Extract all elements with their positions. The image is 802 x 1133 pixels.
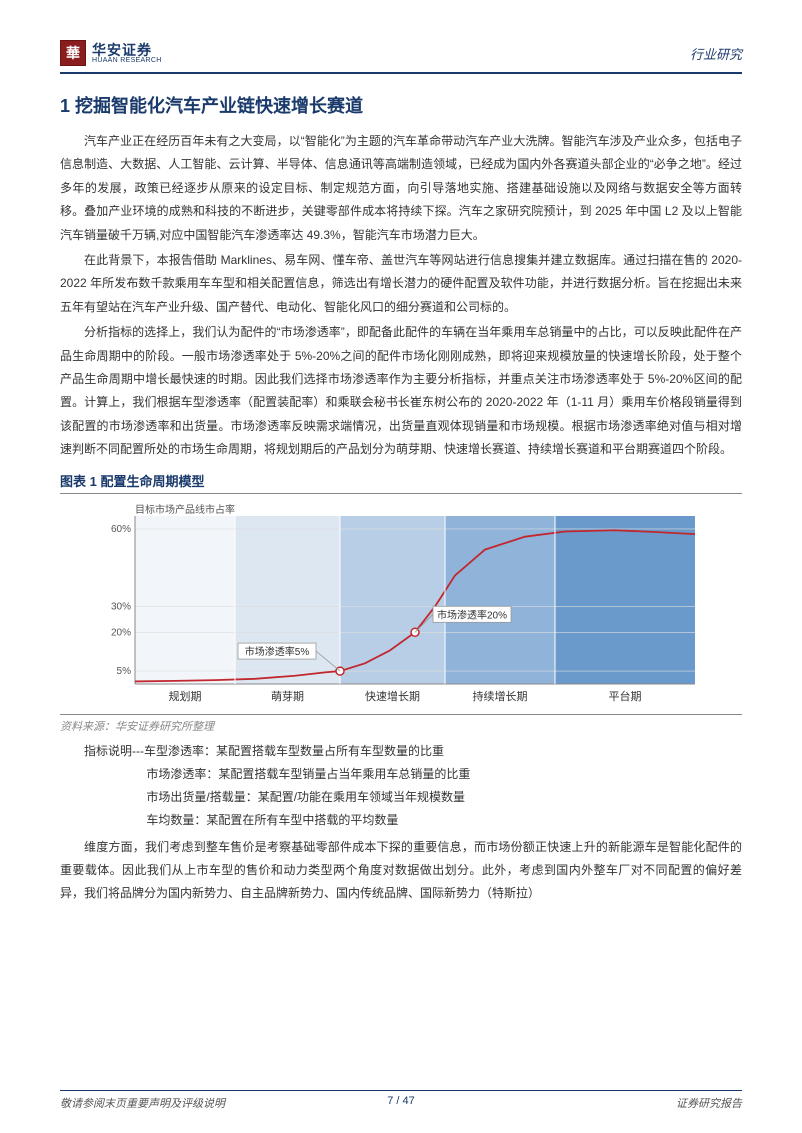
body-paragraph: 汽车产业正在经历百年未有之大变局，以“智能化”为主题的汽车革命带动汽车产业大洗牌… [60,130,742,247]
footer-page-number: 7 / 47 [387,1095,415,1107]
logo-cn-text: 华安证券 [92,43,162,57]
footer-left: 敬请参阅末页重要声明及评级说明 [60,1095,225,1111]
page-total: 47 [403,1095,415,1107]
indicator-line: 市场出货量/搭载量：某配置/功能在乘用车领域当年规模数量 [84,786,742,809]
logo-en-text: HUAAN RESEARCH [92,57,162,64]
figure-source: 资料来源：华安证券研究所整理 [60,714,742,734]
svg-text:规划期: 规划期 [169,689,202,703]
svg-text:市场渗透率5%: 市场渗透率5% [245,646,310,659]
page-current: 7 [387,1095,393,1107]
svg-text:持续增长期: 持续增长期 [473,689,528,703]
svg-text:20%: 20% [111,628,131,639]
indicator-definitions: 指标说明---车型渗透率：某配置搭载车型数量占所有车型数量的比重 市场渗透率：某… [60,740,742,831]
svg-text:目标市场产品线市占率: 目标市场产品线市占率 [135,503,235,516]
indicator-line: 车均数量：某配置在所有车型中搭载的平均数量 [84,809,742,832]
logo-mark-icon: 華 [60,40,86,66]
svg-text:5%: 5% [117,667,132,678]
indicator-line: 指标说明---车型渗透率：某配置搭载车型数量占所有车型数量的比重 [84,740,742,763]
svg-text:快速增长期: 快速增长期 [365,689,420,703]
body-paragraph: 在此背景下，本报告借助 Marklines、易车网、懂车帝、盖世汽车等网站进行信… [60,249,742,319]
svg-text:30%: 30% [111,602,131,613]
svg-text:60%: 60% [111,524,131,535]
figure-title: 图表 1 配置生命周期模型 [60,471,742,494]
chart-svg: 5% 20% 30% 60% 目标市场产品线市占率规划期 萌芽期 快速增长期 持续增长期 平台期… [101,502,701,712]
svg-text:市场渗透率20%: 市场渗透率20% [437,609,507,622]
section-title: 1 挖掘智能化汽车产业链快速增长赛道 [60,92,742,118]
page-header: 華 华安证券 HUAAN RESEARCH 行业研究 [60,40,742,74]
svg-text:萌芽期: 萌芽期 [271,689,304,703]
logo: 華 华安证券 HUAAN RESEARCH [60,40,162,66]
indicator-line: 市场渗透率：某配置搭载车型销量占当年乘用车总销量的比重 [84,763,742,786]
footer-right: 证券研究报告 [676,1095,742,1111]
body-paragraph: 维度方面，我们考虑到整车售价是考察基础零部件成本下探的重要信息，而市场份额正快速… [60,836,742,906]
lifecycle-chart: 5% 20% 30% 60% 目标市场产品线市占率规划期 萌芽期 快速增长期 持续增长期 平台期… [60,502,742,712]
page-footer: 敬请参阅末页重要声明及评级说明 7 / 47 证券研究报告 [60,1090,742,1111]
body-paragraph: 分析指标的选择上，我们认为配件的“市场渗透率”，即配备此配件的车辆在当年乘用车总… [60,321,742,461]
svg-text:平台期: 平台期 [609,689,642,703]
header-category: 行业研究 [690,44,742,63]
